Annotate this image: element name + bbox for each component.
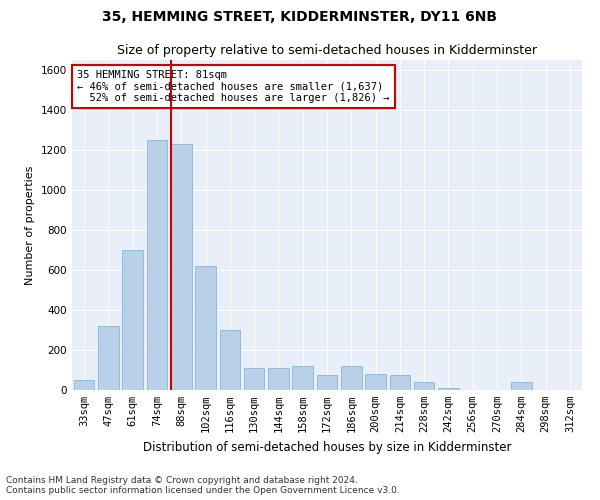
Bar bbox=[317, 375, 337, 390]
Text: Contains HM Land Registry data © Crown copyright and database right 2024.
Contai: Contains HM Land Registry data © Crown c… bbox=[6, 476, 400, 495]
Bar bbox=[292, 366, 313, 390]
Bar bbox=[146, 140, 167, 390]
Text: 35, HEMMING STREET, KIDDERMINSTER, DY11 6NB: 35, HEMMING STREET, KIDDERMINSTER, DY11 … bbox=[103, 10, 497, 24]
Bar bbox=[438, 388, 459, 390]
Bar bbox=[74, 380, 94, 390]
Y-axis label: Number of properties: Number of properties bbox=[25, 166, 35, 284]
Bar bbox=[244, 368, 265, 390]
Bar bbox=[341, 366, 362, 390]
Bar bbox=[365, 374, 386, 390]
Title: Size of property relative to semi-detached houses in Kidderminster: Size of property relative to semi-detach… bbox=[117, 44, 537, 58]
X-axis label: Distribution of semi-detached houses by size in Kidderminster: Distribution of semi-detached houses by … bbox=[143, 440, 511, 454]
Bar bbox=[414, 382, 434, 390]
Bar bbox=[268, 368, 289, 390]
Text: 35 HEMMING STREET: 81sqm
← 46% of semi-detached houses are smaller (1,637)
  52%: 35 HEMMING STREET: 81sqm ← 46% of semi-d… bbox=[77, 70, 389, 103]
Bar bbox=[98, 326, 119, 390]
Bar bbox=[122, 250, 143, 390]
Bar bbox=[195, 266, 216, 390]
Bar bbox=[389, 375, 410, 390]
Bar bbox=[511, 382, 532, 390]
Bar bbox=[220, 330, 240, 390]
Bar bbox=[171, 144, 191, 390]
